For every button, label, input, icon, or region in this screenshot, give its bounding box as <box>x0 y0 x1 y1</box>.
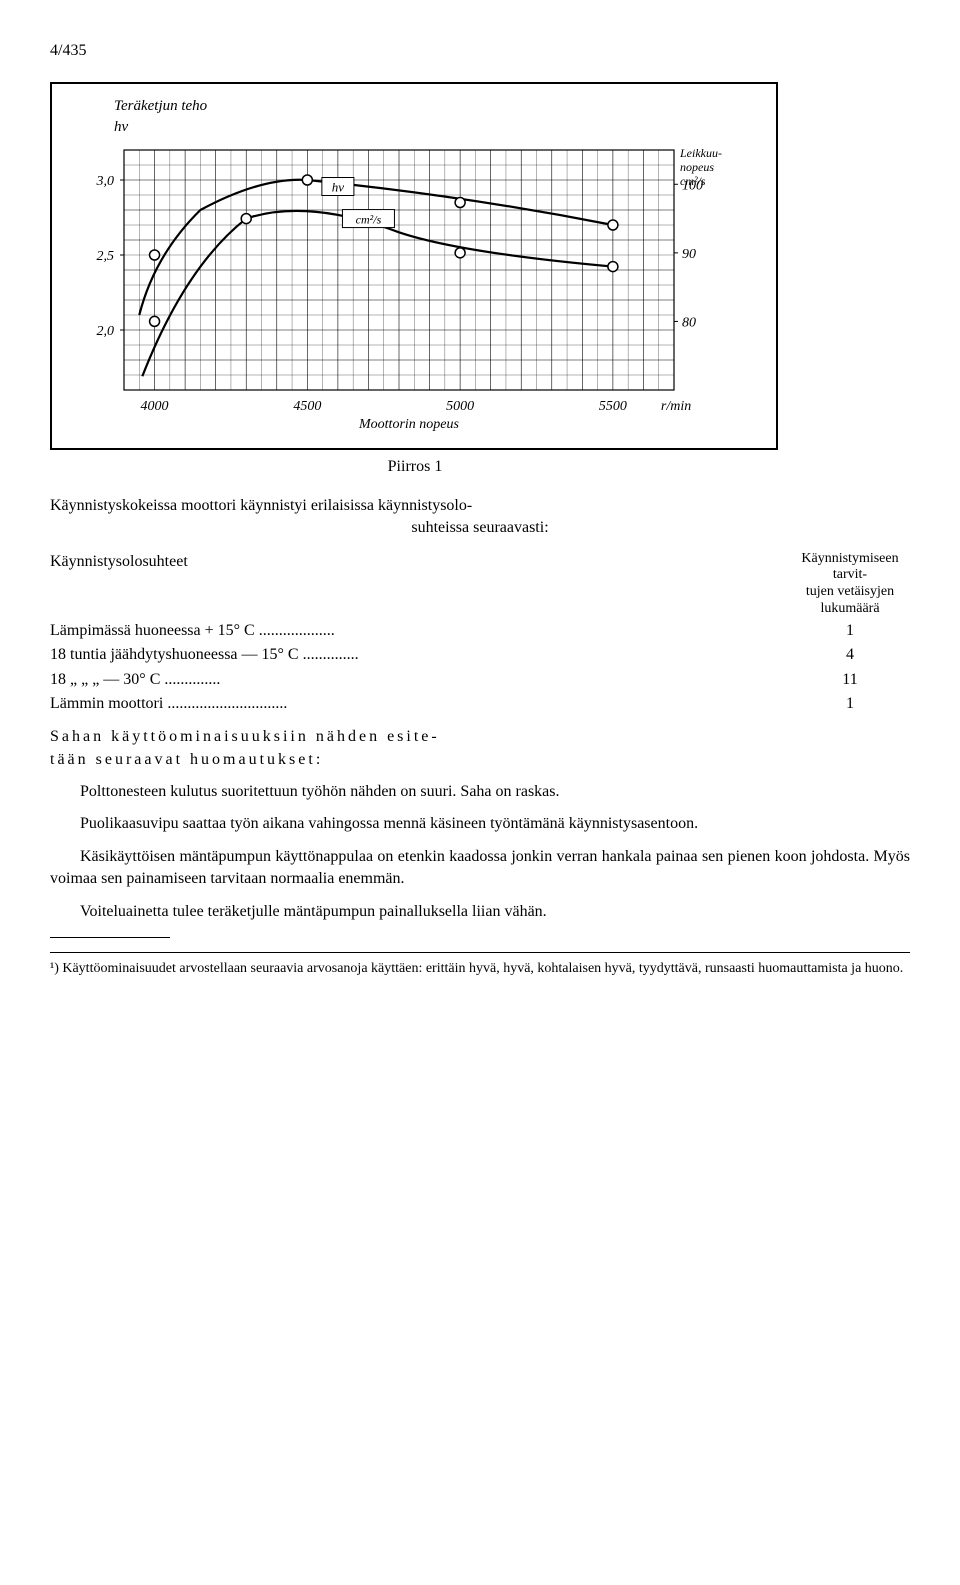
svg-text:nopeus: nopeus <box>680 160 714 174</box>
svg-text:2,0: 2,0 <box>97 324 115 339</box>
table-label: 18 tuntia jäähdytyshuoneessa — 15° C ...… <box>50 643 790 667</box>
table-label: Lämpimässä huoneessa + 15° C ...........… <box>50 619 790 643</box>
body-p4: Voiteluainetta tulee teräketjulle mäntäp… <box>50 901 910 923</box>
svg-text:90: 90 <box>682 247 696 262</box>
table-label: Lämmin moottori ........................… <box>50 692 790 716</box>
intro-l2: suhteissa seuraavasti: <box>50 517 910 539</box>
table-value: 11 <box>790 668 910 692</box>
svg-text:2,5: 2,5 <box>97 249 115 264</box>
footnote: ¹) Käyttöominaisuudet arvostellaan seura… <box>50 952 910 979</box>
start-table: Käynnistysolosuhteet Käynnistymiseen tar… <box>50 550 910 717</box>
svg-text:cm²/s: cm²/s <box>680 174 706 188</box>
footnote-separator <box>50 937 170 938</box>
page-number: 4/435 <box>50 40 910 62</box>
svg-text:3,0: 3,0 <box>96 174 115 189</box>
chart-caption: Piirros 1 <box>50 456 780 478</box>
svg-text:Moottorin nopeus: Moottorin nopeus <box>358 417 459 432</box>
intro-para: Käynnistyskokeissa moottori käynnistyi e… <box>50 495 910 540</box>
svg-text:4500: 4500 <box>293 399 321 414</box>
chart-title-2: hv <box>114 119 128 135</box>
chart-frame: Teräketjun teho hv hvcm²/s3,02,52,010090… <box>50 82 778 450</box>
svg-text:5000: 5000 <box>446 399 474 414</box>
body-p3: Käsikäyttöisen mäntäpumpun käyttönappula… <box>50 846 910 891</box>
svg-text:80: 80 <box>682 316 696 331</box>
table-value: 4 <box>790 643 910 667</box>
svg-text:Leikkuu-: Leikkuu- <box>679 146 722 160</box>
table-label: 18 „ „ „ — 30° C .............. <box>50 668 790 692</box>
usage-h1: Sahan käyttöominaisuuksiin nähden esite- <box>50 728 440 745</box>
body-p2: Puolikaasuvipu saattaa työn aikana vahin… <box>50 813 910 835</box>
svg-text:cm²/s: cm²/s <box>356 213 382 227</box>
body-p1: Polttonesteen kulutus suoritettuun työhö… <box>50 781 910 803</box>
table-value: 1 <box>790 619 910 643</box>
usage-heading: Sahan käyttöominaisuuksiin nähden esite-… <box>50 726 910 771</box>
svg-text:4000: 4000 <box>141 399 169 414</box>
table-row: 18 tuntia jäähdytyshuoneessa — 15° C ...… <box>50 643 910 667</box>
chart-title: Teräketjun teho hv <box>114 96 764 138</box>
svg-text:5500: 5500 <box>599 399 627 414</box>
chart-title-1: Teräketjun teho <box>114 98 207 114</box>
tbl-left-header: Käynnistysolosuhteet <box>50 550 790 619</box>
intro-l1: Käynnistyskokeissa moottori käynnistyi e… <box>50 497 472 514</box>
table-value: 1 <box>790 692 910 716</box>
table-row: Lämmin moottori ........................… <box>50 692 910 716</box>
svg-text:hv: hv <box>332 180 345 195</box>
table-row: 18 „ „ „ — 30° C ..............11 <box>50 668 910 692</box>
usage-h2: tään seuraavat huomautukset: <box>50 751 323 768</box>
tbl-right-header: Käynnistymiseen tarvit- tujen vetäisyjen… <box>790 550 910 619</box>
chart-svg: hvcm²/s3,02,52,01009080Leikkuu-nopeuscm²… <box>64 140 744 440</box>
table-row: Lämpimässä huoneessa + 15° C ...........… <box>50 619 910 643</box>
svg-text:r/min: r/min <box>661 399 691 414</box>
